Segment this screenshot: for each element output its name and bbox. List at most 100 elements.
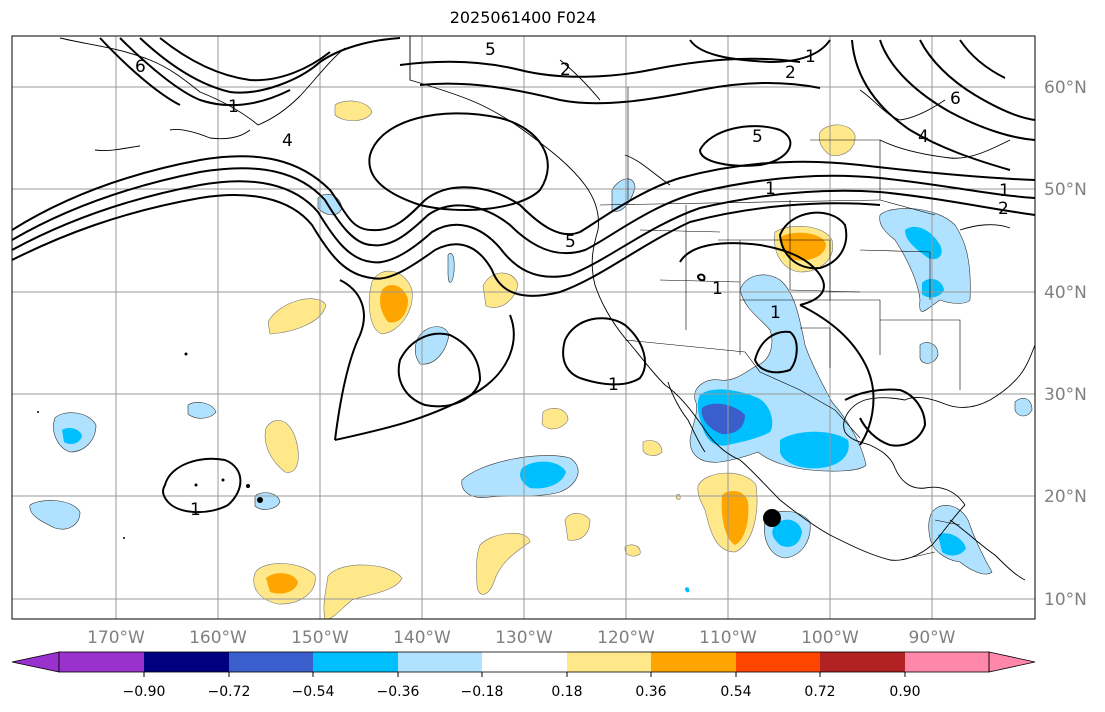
negative-anomaly-area: [611, 178, 636, 212]
contour-label: 2: [998, 199, 1009, 219]
colorbar-tick-label: −0.54: [292, 684, 335, 700]
negative-anomaly-area: [685, 587, 690, 593]
lon-label: 170°W: [87, 628, 145, 648]
map-title: 2025061400 F024: [449, 8, 597, 27]
colorbar-extend-low: [11, 651, 60, 673]
lat-label: 30°N: [1044, 385, 1087, 405]
lat-label: 20°N: [1044, 487, 1087, 507]
contour-lines: [12, 37, 1035, 514]
contour-label: 6: [950, 89, 961, 109]
colorbar-tick-label: −0.72: [208, 684, 251, 700]
longitude-labels: 170°W 160°W 150°W 140°W 130°W 120°W 110°…: [87, 628, 956, 648]
colorbar-segment: [651, 652, 736, 672]
positive-anomaly-area: [476, 532, 531, 595]
contour-label: 1: [805, 47, 816, 67]
positive-anomaly-area: [380, 285, 408, 323]
negative-anomaly-area: [772, 519, 802, 547]
colorbar-segment: [229, 652, 313, 672]
lon-label: 100°W: [801, 628, 859, 648]
colorbar-extend-high: [988, 651, 1036, 673]
positive-anomaly-area: [264, 419, 299, 473]
colorbar-tick-label: 0.72: [804, 684, 835, 700]
colorbar-tick-label: −0.90: [123, 684, 166, 700]
lon-label: 160°W: [189, 628, 247, 648]
positive-anomaly-area: [564, 512, 591, 541]
colorbar: −0.90 −0.72 −0.54 −0.36 −0.18 0.18 0.36 …: [11, 651, 1036, 700]
colorbar-segment: [736, 652, 820, 672]
negative-anomaly-area: [254, 492, 281, 510]
colorbar-segment: [398, 652, 482, 672]
positive-anomaly-area: [482, 272, 519, 308]
negative-anomaly-area: [62, 428, 82, 444]
colorbar-segment: [313, 652, 398, 672]
colorbar-tick-label: 0.36: [635, 684, 666, 700]
contour-label: 1: [999, 181, 1010, 201]
contour-labels: 5 2 2 6 4 1 5 1 1 5 1 1 6 4 1 1 2 1: [135, 40, 1010, 520]
lon-label: 150°W: [291, 628, 349, 648]
contour-label: 2: [560, 60, 571, 80]
contour-label: 1: [770, 303, 781, 323]
contour-label: 1: [712, 279, 723, 299]
positive-anomaly-area: [266, 573, 298, 594]
contour-label: 1: [765, 179, 776, 199]
colorbar-segment: [482, 652, 567, 672]
negative-anomaly-area: [447, 252, 455, 283]
contour-label: 1: [190, 500, 201, 520]
colorbar-segment: [905, 652, 989, 672]
location-marker: [763, 509, 781, 527]
coastlines: [59, 36, 1035, 581]
negative-anomaly-area: [879, 208, 971, 312]
colorbar-segment: [820, 652, 905, 672]
lon-label: 120°W: [597, 628, 655, 648]
islands: [37, 352, 263, 539]
colorbar-tick-label: 0.90: [889, 684, 920, 700]
map-border: [11, 35, 1036, 620]
lat-label: 10°N: [1044, 590, 1087, 610]
contour-label: 1: [608, 375, 619, 395]
negative-anomaly-area: [922, 278, 944, 298]
colorbar-tick-label: −0.18: [461, 684, 504, 700]
colorbar-segment: [144, 652, 229, 672]
negative-anomaly-area: [701, 403, 745, 435]
negative-anomaly-area: [187, 402, 217, 419]
positive-anomaly-area: [642, 440, 663, 456]
positive-anomaly-area: [675, 494, 681, 500]
contour-label: 6: [135, 57, 146, 77]
colorbar-segment: [567, 652, 651, 672]
lat-label: 40°N: [1044, 283, 1087, 303]
colorbar-tick-label: 0.18: [551, 684, 582, 700]
positive-anomaly-area: [334, 100, 373, 121]
colorbar-border: [58, 651, 990, 673]
negative-anomaly-area: [780, 431, 849, 469]
positive-anomaly-area: [541, 407, 569, 430]
lat-label: 50°N: [1044, 180, 1087, 200]
contour-label: 4: [282, 131, 293, 151]
contour-label: 5: [485, 40, 496, 60]
contour-label: 5: [752, 127, 763, 147]
negative-anomaly-area: [938, 533, 966, 556]
lon-label: 130°W: [495, 628, 553, 648]
lat-label: 60°N: [1044, 78, 1087, 98]
contour-label: 2: [785, 63, 796, 83]
lon-label: 110°W: [699, 628, 757, 648]
positive-anomaly-area: [323, 564, 403, 619]
negative-anomaly-area: [29, 500, 81, 530]
graticule: [12, 36, 1035, 619]
lon-label: 140°W: [393, 628, 451, 648]
negative-anomaly-area: [919, 342, 939, 364]
colorbar-ticks: [143, 672, 906, 677]
negative-anomaly-area: [520, 461, 566, 489]
latitude-labels: 60°N 50°N 40°N 30°N 20°N 10°N: [1044, 78, 1087, 610]
political-borders: [599, 87, 961, 561]
contour-label: 5: [565, 232, 576, 252]
positive-anomaly-area: [624, 544, 641, 557]
lon-label: 90°W: [909, 628, 956, 648]
contour-label: 1: [228, 97, 239, 117]
contour-label: 4: [918, 127, 929, 147]
negative-anomaly-area: [1014, 397, 1033, 417]
positive-anomaly-area: [267, 298, 327, 335]
colorbar-tick-label: −0.36: [377, 684, 420, 700]
colorbar-tick-label: 0.54: [720, 684, 751, 700]
colorbar-segment: [59, 652, 144, 672]
